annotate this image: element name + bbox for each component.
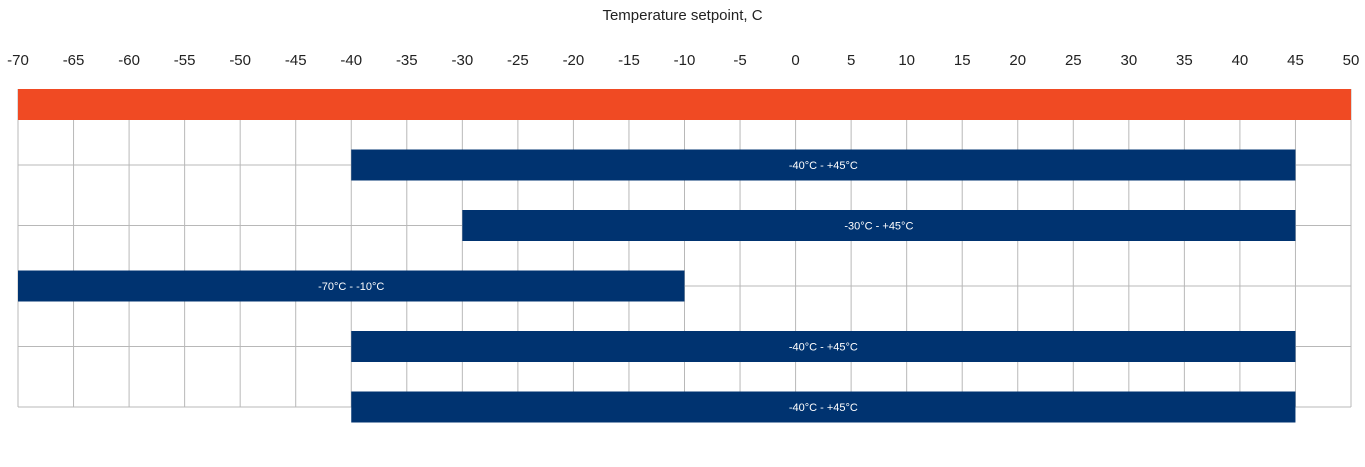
x-tick-label: 5 (847, 52, 855, 69)
x-tick-label: -60 (118, 52, 140, 69)
range-bar (18, 270, 685, 302)
x-tick-label: 40 (1232, 52, 1249, 69)
bar-data-label: -40°C - +45°C (789, 402, 858, 414)
x-tick-label: 0 (791, 52, 799, 69)
x-tick-label: -70 (7, 52, 29, 69)
bar-data-label: -40°C - +45°C (789, 342, 858, 354)
x-tick-label: -65 (63, 52, 85, 69)
x-tick-label: 35 (1176, 52, 1193, 69)
bar-data-label: -40°C - +45°C (789, 160, 858, 172)
range-bar (351, 149, 1296, 181)
x-tick-label: -30 (451, 52, 473, 69)
chart-title: Temperature setpoint, C (602, 7, 763, 24)
x-tick-label: -35 (396, 52, 418, 69)
x-tick-label: 15 (954, 52, 971, 69)
x-tick-label: -15 (618, 52, 640, 69)
range-bar (462, 210, 1296, 241)
x-tick-label: -45 (285, 52, 307, 69)
x-tick-label: 20 (1009, 52, 1026, 69)
x-tick-label: -20 (563, 52, 585, 69)
range-bar (351, 391, 1296, 423)
x-tick-label: 50 (1343, 52, 1360, 69)
x-tick-label: -40 (340, 52, 362, 69)
x-tick-label: -5 (733, 52, 746, 69)
bar-data-label: -30°C - +45°C (844, 221, 913, 233)
range-bar (18, 89, 1351, 120)
x-tick-label: -10 (674, 52, 696, 69)
x-tick-label: -50 (229, 52, 251, 69)
x-tick-label: 30 (1120, 52, 1137, 69)
x-tick-label: -55 (174, 52, 196, 69)
bar-data-label: -70°C - -10°C (318, 281, 384, 293)
x-tick-label: 25 (1065, 52, 1082, 69)
x-tick-label: 45 (1287, 52, 1304, 69)
x-tick-label: 10 (898, 52, 915, 69)
x-tick-label: -25 (507, 52, 529, 69)
range-bar (351, 331, 1296, 362)
